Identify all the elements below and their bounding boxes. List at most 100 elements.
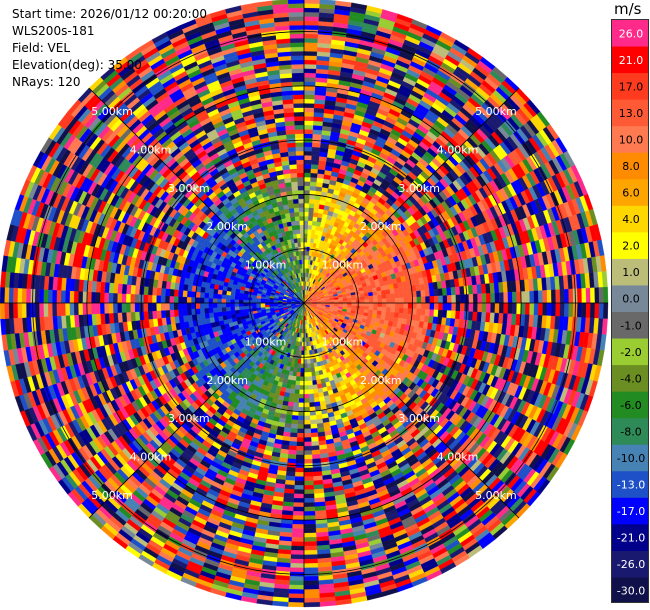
range-gate (368, 299, 374, 304)
range-gate (472, 284, 478, 295)
range-gate (288, 584, 305, 590)
range-gate (451, 302, 457, 312)
range-gate (312, 388, 319, 394)
range-gate (312, 216, 318, 222)
range-gate (311, 155, 320, 161)
range-gate (450, 286, 456, 296)
range-gate (429, 309, 435, 317)
range-gate (598, 302, 604, 319)
range-gate (386, 302, 392, 308)
range-gate (494, 292, 500, 304)
range-gate (289, 576, 305, 582)
range-gate (290, 554, 305, 560)
range-gate (555, 302, 561, 317)
range-gate (303, 211, 309, 217)
range-gate (303, 584, 320, 590)
range-gate (394, 307, 400, 314)
range-gate (403, 297, 409, 304)
range-gate (303, 458, 313, 464)
range-gate (486, 302, 491, 313)
range-gate (297, 424, 305, 430)
range-gate (303, 350, 307, 356)
range-gate (303, 485, 314, 490)
range-gate (313, 397, 320, 403)
range-gate (477, 293, 483, 304)
range-gate (303, 176, 311, 182)
range-gate (303, 215, 309, 221)
range-gate (438, 295, 444, 304)
range-gate (288, 597, 305, 603)
range-gate (289, 567, 305, 573)
range-gate (416, 296, 422, 304)
range-gate (442, 287, 448, 296)
range-gate (303, 437, 312, 443)
range-gate (296, 445, 305, 451)
range-gate (420, 302, 426, 310)
range-gate (295, 458, 305, 464)
range-gate (398, 292, 404, 299)
range-gate (313, 203, 320, 209)
range-gate (385, 311, 391, 317)
range-gate (585, 302, 591, 319)
range-gate (594, 302, 600, 319)
range-gate (294, 389, 300, 395)
range-gate (287, 458, 296, 464)
range-gate (290, 545, 305, 551)
range-gate (309, 402, 316, 408)
range-gate (347, 297, 352, 301)
range-gate (300, 363, 305, 369)
range-gate (285, 475, 296, 481)
range-gate (455, 302, 461, 312)
range-gate (481, 302, 487, 313)
range-gate (368, 306, 374, 311)
range-gate (312, 212, 319, 218)
range-gate (377, 306, 383, 312)
range-gate (303, 597, 320, 603)
range-gate (568, 302, 574, 318)
range-gate (310, 423, 318, 429)
range-gate (311, 441, 320, 447)
range-gate (303, 181, 311, 187)
range-gate (289, 580, 305, 586)
range-gate (311, 445, 320, 451)
range-gate (303, 489, 315, 495)
range-gate (303, 33, 319, 39)
range-gate (303, 124, 314, 130)
range-gate (429, 296, 435, 304)
range-gate (303, 515, 316, 521)
range-gate (450, 310, 456, 320)
range-gate (310, 164, 319, 170)
range-gate (468, 293, 474, 304)
range-gate (303, 3, 320, 9)
range-gate (390, 302, 396, 308)
range-gate (472, 293, 478, 304)
range-gate (360, 302, 365, 307)
range-gate (303, 103, 315, 108)
range-gate (308, 207, 315, 213)
range-gate (585, 287, 591, 304)
range-gate (433, 295, 439, 304)
range-gate (303, 77, 316, 82)
range-gate (494, 302, 500, 314)
range-gate (303, 580, 319, 586)
range-gate (307, 367, 312, 373)
range-gate (459, 286, 465, 295)
range-gate (472, 302, 478, 313)
range-gate (303, 563, 319, 569)
range-gate (303, 59, 317, 65)
range-gate (551, 289, 557, 304)
range-gate (542, 290, 548, 304)
range-gate (407, 297, 413, 304)
range-gate (594, 287, 600, 304)
range-gate (425, 302, 431, 310)
range-gate (312, 125, 323, 131)
range-gate (303, 233, 308, 239)
range-gate (564, 302, 570, 318)
range-gate (311, 159, 320, 165)
range-gate (307, 363, 311, 369)
range-gate (403, 302, 409, 309)
range-gate (303, 450, 313, 456)
range-gate (291, 541, 305, 547)
range-gate (603, 286, 609, 304)
range-gate (303, 550, 318, 556)
